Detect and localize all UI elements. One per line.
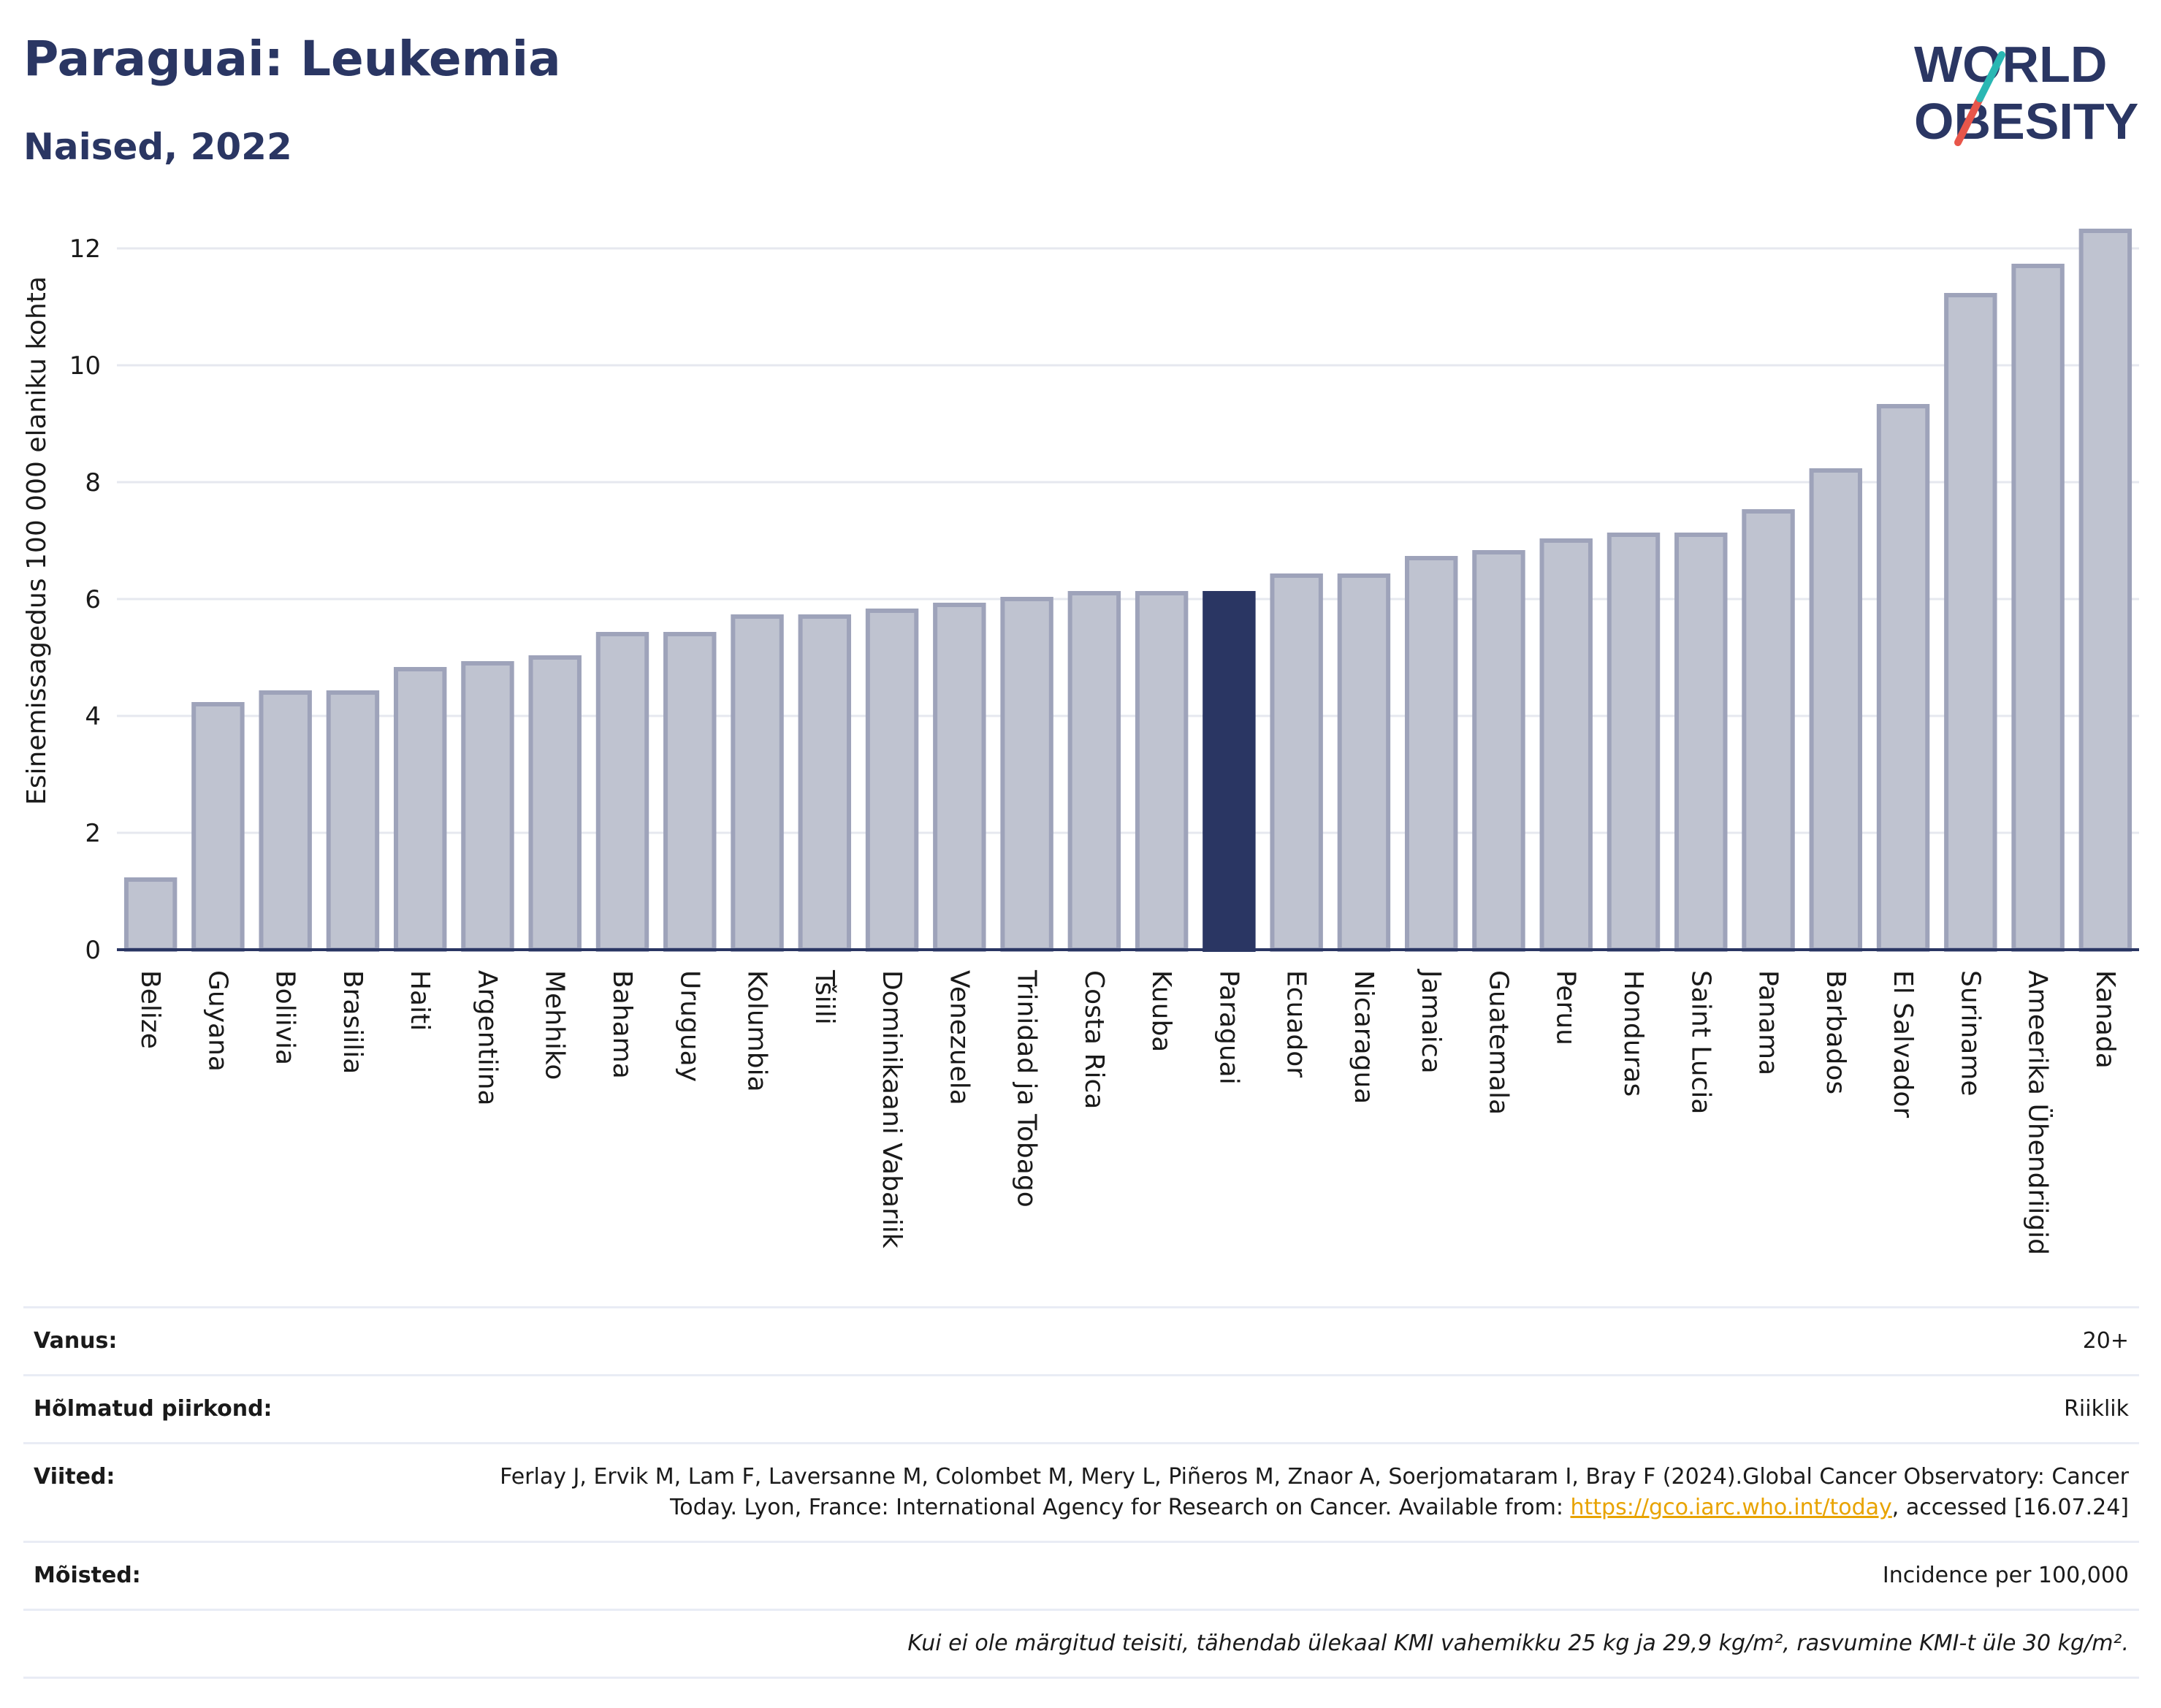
bar-chart: 0 2 4 6 8 10 12 Belize Guyana Boliivia Brasiilia H… (22, 229, 2139, 1255)
info-row-region: Hõlmatud piirkond: Riiklik (23, 1374, 2139, 1442)
x-tick-label: Kolumbia (742, 970, 772, 1092)
x-tick-label: Peruu (1551, 970, 1581, 1045)
bar-kanada (2078, 229, 2133, 952)
x-tick-label: Barbados (1821, 970, 1851, 1094)
bar-trinidad-ja-tobago (1000, 597, 1053, 952)
x-tick-label: Guatemala (1483, 970, 1513, 1115)
logo-line1: WORLD (1914, 36, 2107, 93)
bar-ecuador (1270, 573, 1323, 952)
references-value: Ferlay J, Ervik M, Lam F, Laversanne M, … (487, 1462, 2129, 1523)
region-label: Hõlmatud piirkond: (34, 1396, 272, 1422)
bar-guyana (191, 702, 245, 952)
page-subtitle: Naised, 2022 (23, 126, 292, 168)
info-row-references: Viited: Ferlay J, Ervik M, Lam F, Lavers… (23, 1442, 2139, 1541)
y-tick-label: 0 (85, 936, 101, 965)
logo-accent-teal (1976, 51, 2005, 102)
age-value: 20+ (2082, 1328, 2129, 1354)
x-tick-label: Belize (135, 970, 165, 1049)
info-table: Vanus: 20+ Hõlmatud piirkond: Riiklik Vi… (23, 1306, 2139, 1679)
x-tick-label: Venezuela (944, 970, 974, 1105)
x-axis-labels: Belize Guyana Boliivia Brasiilia Haiti Argent… (135, 969, 2120, 1255)
bar-peruu (1539, 538, 1593, 952)
y-axis-ticks: 0 2 4 6 8 10 12 (69, 235, 101, 965)
references-label: Viited: (34, 1464, 115, 1490)
bar-saint-lucia (1674, 533, 1728, 952)
x-tick-label: Ecuador (1281, 970, 1311, 1078)
x-tick-label: Dominikaani Vabariik (877, 970, 907, 1248)
bar-boliivia (259, 690, 312, 952)
bar-dominikaani-vabariik (865, 609, 919, 952)
bar-nicaragua (1337, 573, 1391, 952)
info-row-definitions: Mõisted: Incidence per 100,000 (23, 1541, 2139, 1609)
y-tick-label: 2 (85, 819, 101, 848)
x-tick-label: El Salvador (1888, 970, 1918, 1118)
definitions-value: Incidence per 100,000 (1882, 1563, 2129, 1588)
bar-mehhiko (528, 655, 582, 952)
bar-haiti (393, 667, 447, 952)
x-tick-label: Panama (1753, 970, 1783, 1075)
bar-belize (123, 877, 178, 952)
bar-honduras (1607, 533, 1661, 952)
logo-line2: OBESITY (1914, 93, 2138, 150)
info-row-note: Kui ei ole märgitud teisiti, tähendab ül… (23, 1609, 2139, 1679)
bar-bahama (595, 632, 649, 952)
bar-argentiina (461, 661, 514, 952)
x-tick-label: Paraguai (1213, 970, 1243, 1085)
definitions-label: Mõisted: (34, 1563, 141, 1588)
chart-bars (123, 229, 2133, 952)
y-tick-label: 8 (85, 468, 101, 497)
bar-ameerika-ühendriigid (2011, 264, 2065, 952)
bar-kolumbia (731, 614, 784, 952)
x-tick-label: Haiti (405, 970, 435, 1031)
page-title: Paraguai: Leukemia (23, 31, 561, 87)
bmi-note: Kui ei ole märgitud teisiti, tähendab ül… (907, 1631, 2129, 1656)
y-tick-label: 6 (85, 585, 101, 614)
x-tick-label: Kanada (2090, 970, 2120, 1069)
bar-guatemala (1472, 550, 1525, 952)
x-tick-label: Costa Rica (1079, 970, 1109, 1109)
x-tick-label: Ameerika Ühendriigid (2023, 970, 2054, 1255)
bar-barbados (1809, 468, 1863, 952)
info-row-age: Vanus: 20+ (23, 1306, 2139, 1374)
x-tick-label: Argentiina (472, 970, 502, 1106)
bar-brasiilia (326, 690, 380, 952)
x-tick-label: Saint Lucia (1685, 970, 1715, 1114)
bar-suriname (1944, 293, 1997, 952)
bar-el-salvador (1876, 404, 1930, 952)
chart-grid (117, 247, 2139, 834)
x-tick-label: Trinidad ja Tobago (1012, 969, 1042, 1208)
x-tick-label: Mehhiko (540, 970, 570, 1080)
x-tick-label: Guyana (202, 970, 232, 1072)
bar-uruguay (663, 632, 717, 952)
bar-paraguai (1203, 591, 1256, 952)
x-tick-label: Uruguay (674, 970, 704, 1082)
x-tick-label: Suriname (1955, 970, 1985, 1097)
bar-jamaica (1404, 556, 1458, 952)
bar-panama (1742, 509, 1795, 952)
references-link[interactable]: https://gco.iarc.who.int/today (1570, 1495, 1892, 1520)
bar-tšiili (798, 614, 852, 952)
y-axis-label: Esinemissagedus 100 000 elaniku kohta (22, 276, 52, 805)
logo-accent-red (1954, 95, 1983, 146)
bar-costa-rica (1067, 591, 1121, 952)
bar-venezuela (933, 603, 986, 952)
region-value: Riiklik (2064, 1396, 2129, 1422)
references-text: Ferlay J, Ervik M, Lam F, Laversanne M, … (500, 1464, 2129, 1520)
world-obesity-logo: WORLD OBESITY (1914, 36, 2138, 150)
x-tick-label: Nicaragua (1349, 970, 1379, 1104)
x-tick-label: Bahama (607, 970, 637, 1079)
age-label: Vanus: (34, 1328, 118, 1354)
references-accessed: , accessed [16.07.24] (1891, 1495, 2129, 1520)
x-tick-label: Jamaica (1416, 969, 1446, 1074)
x-tick-label: Honduras (1618, 970, 1648, 1097)
x-tick-label: Tšiili (809, 969, 839, 1025)
x-tick-label: Brasiilia (338, 970, 367, 1074)
y-tick-label: 4 (85, 702, 101, 731)
y-tick-label: 10 (69, 351, 101, 381)
x-tick-label: Kuuba (1146, 970, 1176, 1052)
bar-kuuba (1135, 591, 1189, 952)
x-tick-label: Boliivia (270, 970, 300, 1065)
y-tick-label: 12 (69, 235, 101, 264)
